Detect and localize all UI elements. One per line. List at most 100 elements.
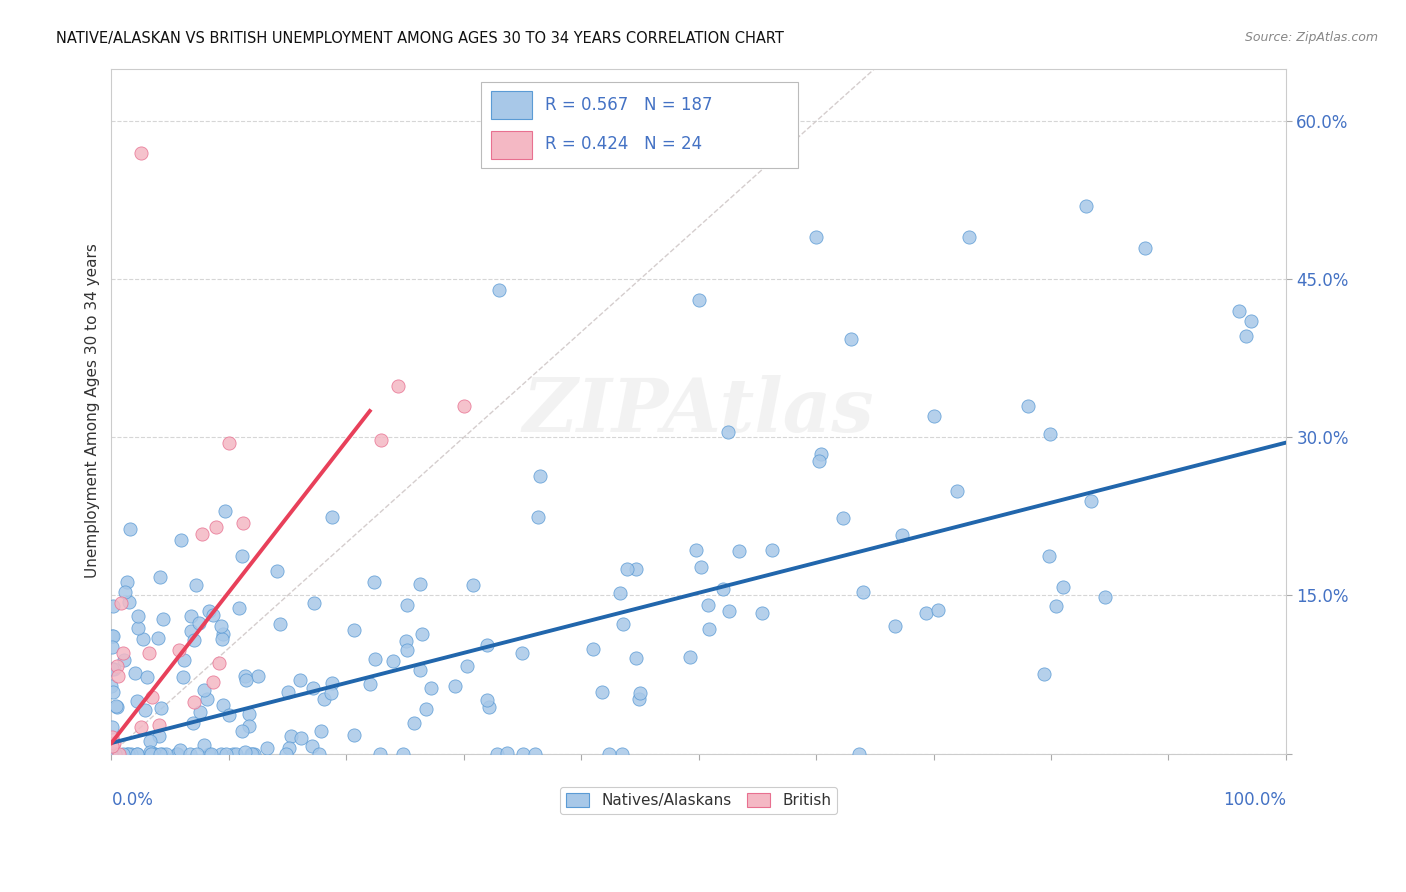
Point [222, 747, 245, 761]
Point [155, 747, 177, 761]
Point [364, 651, 387, 665]
Point [321, 676, 343, 690]
Point [195, 691, 218, 706]
Point [101, 640, 124, 654]
Point [453, 399, 475, 413]
Point [238, 706, 260, 721]
Point [240, 747, 263, 761]
Point [228, 601, 250, 615]
Point [231, 549, 253, 563]
Point [280, 730, 302, 744]
Point [208, 656, 231, 670]
Point [166, 747, 188, 761]
Point [183, 632, 205, 647]
Point [198, 603, 221, 617]
Point [218, 435, 240, 450]
Point [148, 747, 170, 761]
Point [1133, 241, 1156, 255]
Point [609, 586, 631, 600]
Point [118, 595, 141, 609]
Point [143, 747, 166, 761]
Point [198, 747, 221, 761]
Point [582, 642, 605, 657]
Point [343, 728, 366, 742]
Point [200, 747, 222, 761]
Point [101, 747, 124, 761]
Point [235, 673, 257, 687]
Point [395, 634, 418, 648]
Point [100, 747, 122, 761]
Point [804, 230, 827, 244]
Point [143, 747, 166, 761]
Point [488, 283, 510, 297]
Point [107, 747, 129, 761]
Point [152, 612, 174, 626]
Point [104, 747, 127, 761]
Point [101, 599, 124, 613]
Point [278, 740, 301, 755]
Point [1227, 304, 1250, 318]
Point [891, 528, 914, 542]
Point [125, 694, 148, 708]
Point [103, 661, 125, 675]
Point [101, 739, 124, 753]
Point [290, 731, 312, 745]
Point [105, 698, 128, 713]
Point [922, 409, 945, 424]
Point [204, 520, 226, 534]
Point [232, 516, 254, 531]
Point [927, 603, 949, 617]
Point [148, 718, 170, 732]
Point [718, 604, 741, 618]
Point [832, 511, 855, 525]
Point [148, 729, 170, 743]
Point [191, 527, 214, 541]
Point [711, 582, 734, 597]
Point [478, 699, 501, 714]
Point [134, 703, 156, 717]
Point [486, 747, 509, 761]
Point [852, 585, 875, 599]
Point [409, 577, 432, 591]
Point [233, 669, 256, 683]
Point [1076, 198, 1098, 212]
Point [529, 469, 551, 483]
Point [1045, 599, 1067, 613]
Point [186, 747, 208, 761]
Point [100, 720, 122, 734]
Point [101, 662, 124, 676]
Point [104, 747, 127, 761]
Point [112, 646, 135, 660]
Point [717, 425, 740, 440]
Point [103, 684, 125, 698]
Point [173, 652, 195, 666]
Point [301, 739, 323, 754]
Point [111, 747, 134, 761]
Point [215, 747, 238, 761]
Point [212, 698, 235, 712]
Point [181, 715, 204, 730]
Point [238, 719, 260, 733]
Legend: Natives/Alaskans, British: Natives/Alaskans, British [560, 787, 837, 814]
Point [129, 720, 152, 734]
Point [1052, 580, 1074, 594]
Point [1234, 328, 1257, 343]
Point [946, 483, 969, 498]
Point [132, 632, 155, 647]
Point [382, 653, 405, 667]
Text: NATIVE/ALASKAN VS BRITISH UNEMPLOYMENT AMONG AGES 30 TO 34 YEARS CORRELATION CHA: NATIVE/ALASKAN VS BRITISH UNEMPLOYMENT A… [56, 31, 785, 46]
Point [101, 629, 124, 643]
Point [396, 642, 419, 657]
Point [127, 747, 149, 761]
Point [211, 632, 233, 646]
Point [302, 596, 325, 610]
Point [512, 646, 534, 660]
Point [139, 745, 162, 759]
Point [420, 681, 443, 695]
Point [290, 673, 312, 687]
Point [266, 564, 288, 578]
Point [233, 746, 256, 760]
Point [150, 747, 173, 761]
Point [105, 659, 128, 673]
Point [612, 747, 634, 761]
